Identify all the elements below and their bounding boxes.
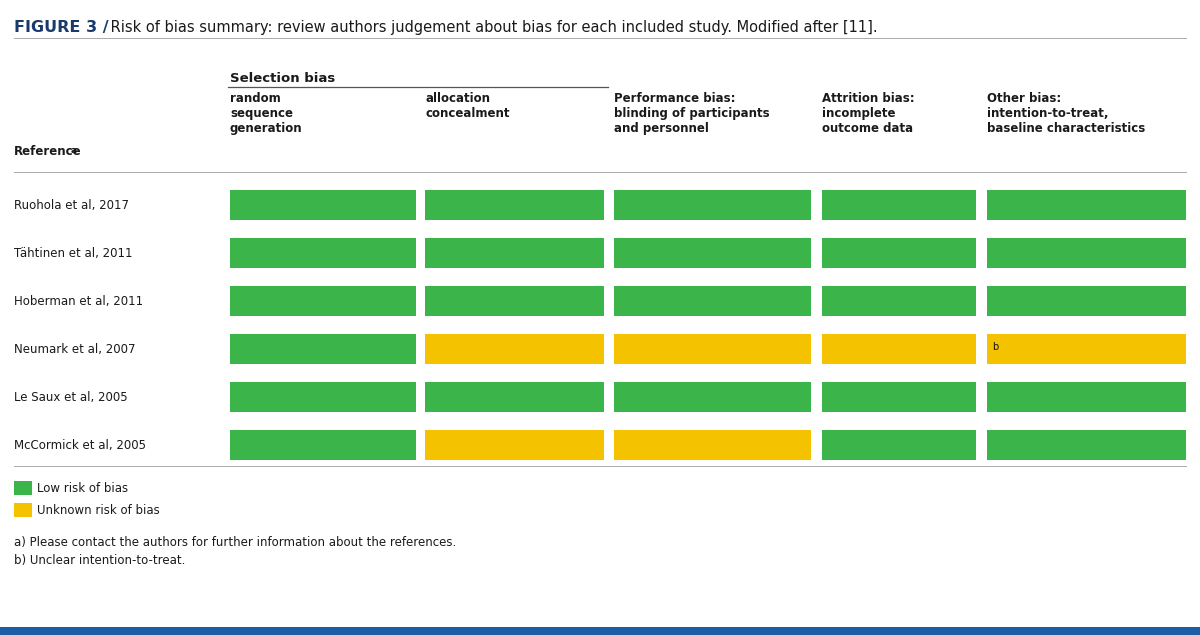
Bar xyxy=(822,238,976,268)
Bar xyxy=(614,334,811,364)
Text: Selection bias: Selection bias xyxy=(230,72,335,85)
Bar xyxy=(822,334,976,364)
Text: Reference: Reference xyxy=(14,145,82,158)
Text: b: b xyxy=(992,342,998,352)
Bar xyxy=(230,430,416,460)
Text: McCormick et al, 2005: McCormick et al, 2005 xyxy=(14,439,146,451)
Text: Other bias:
intention-to-treat,
baseline characteristics: Other bias: intention-to-treat, baseline… xyxy=(986,92,1145,135)
Bar xyxy=(230,334,416,364)
Bar xyxy=(14,481,32,495)
Text: allocation
concealment: allocation concealment xyxy=(425,92,510,120)
Text: Risk of bias summary: review authors judgement about bias for each included stud: Risk of bias summary: review authors jud… xyxy=(106,20,877,35)
Bar xyxy=(822,382,976,412)
Bar xyxy=(425,190,604,220)
Bar xyxy=(822,286,976,316)
Text: FIGURE 3 /: FIGURE 3 / xyxy=(14,20,109,35)
Text: a: a xyxy=(71,146,77,155)
Bar xyxy=(986,382,1186,412)
Bar xyxy=(822,190,976,220)
Bar xyxy=(986,286,1186,316)
Bar xyxy=(614,430,811,460)
Bar xyxy=(14,503,32,517)
Bar xyxy=(425,286,604,316)
Bar xyxy=(614,190,811,220)
Bar xyxy=(614,286,811,316)
Text: Tähtinen et al, 2011: Tähtinen et al, 2011 xyxy=(14,246,132,260)
Text: b) Unclear intention-to-treat.: b) Unclear intention-to-treat. xyxy=(14,554,185,567)
Text: Performance bias:
blinding of participants
and personnel: Performance bias: blinding of participan… xyxy=(614,92,769,135)
Bar xyxy=(425,382,604,412)
Bar xyxy=(230,238,416,268)
Bar xyxy=(230,286,416,316)
Bar xyxy=(425,430,604,460)
Bar xyxy=(986,430,1186,460)
Text: random
sequence
generation: random sequence generation xyxy=(230,92,302,135)
Text: Neumark et al, 2007: Neumark et al, 2007 xyxy=(14,342,136,356)
Text: Ruohola et al, 2017: Ruohola et al, 2017 xyxy=(14,199,130,211)
Text: Attrition bias:
incomplete
outcome data: Attrition bias: incomplete outcome data xyxy=(822,92,914,135)
Bar xyxy=(986,238,1186,268)
Bar xyxy=(614,382,811,412)
Bar xyxy=(0,627,1200,635)
Bar xyxy=(425,334,604,364)
Bar xyxy=(425,238,604,268)
Bar xyxy=(230,190,416,220)
Text: a) Please contact the authors for further information about the references.: a) Please contact the authors for furthe… xyxy=(14,536,456,549)
Text: Low risk of bias: Low risk of bias xyxy=(37,481,128,495)
Bar xyxy=(986,334,1186,364)
Text: Le Saux et al, 2005: Le Saux et al, 2005 xyxy=(14,391,127,403)
Bar xyxy=(614,238,811,268)
Text: Unknown risk of bias: Unknown risk of bias xyxy=(37,504,160,516)
Text: Hoberman et al, 2011: Hoberman et al, 2011 xyxy=(14,295,143,307)
Bar xyxy=(822,430,976,460)
Bar xyxy=(230,382,416,412)
Bar xyxy=(986,190,1186,220)
